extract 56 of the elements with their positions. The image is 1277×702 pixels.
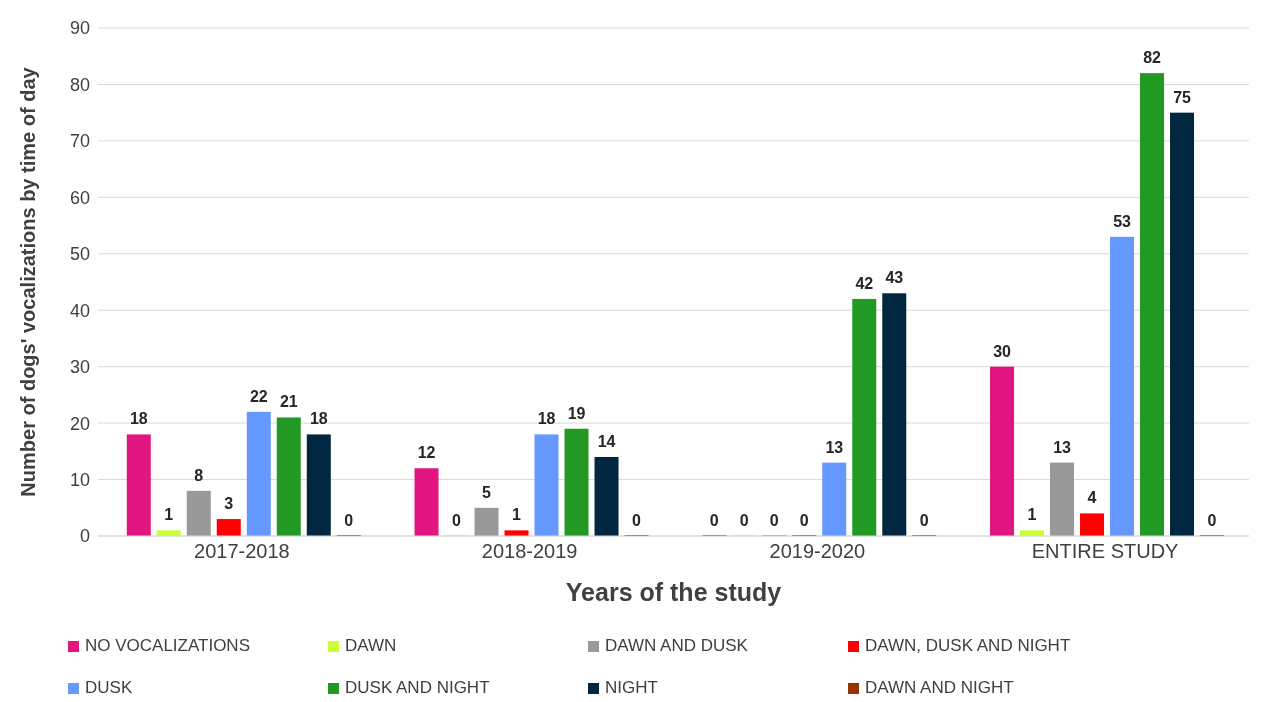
x-axis-title: Years of the study xyxy=(565,578,782,606)
data-label: 14 xyxy=(597,432,616,450)
data-label: 18 xyxy=(129,410,148,428)
x-tick-label: ENTIRE STUDY xyxy=(1031,540,1179,563)
data-label: 0 xyxy=(919,512,929,529)
y-tick-label: 20 xyxy=(69,413,90,434)
data-label: 0 xyxy=(799,512,809,529)
data-label: 18 xyxy=(309,410,328,428)
legend-label: NIGHT xyxy=(605,678,658,698)
y-tick-label: 10 xyxy=(69,469,90,490)
legend-label: DAWN AND DUSK xyxy=(605,636,748,656)
legend-label: NO VOCALIZATIONS xyxy=(85,636,250,656)
legend-label: DAWN AND NIGHT xyxy=(865,678,1014,698)
data-label: 3 xyxy=(224,495,234,513)
legend-label: DAWN xyxy=(345,636,397,656)
legend-label: DAWN, DUSK AND NIGHT xyxy=(865,636,1071,656)
data-label: 21 xyxy=(279,393,298,411)
data-label: 0 xyxy=(632,512,642,529)
y-tick-label: 40 xyxy=(69,300,90,321)
data-label: 22 xyxy=(249,387,268,405)
y-tick-label: 30 xyxy=(69,357,90,378)
y-tick-label: 80 xyxy=(69,74,90,95)
data-label: 13 xyxy=(1053,438,1072,456)
data-label: 0 xyxy=(344,512,354,529)
y-tick-label: 50 xyxy=(69,244,90,265)
x-tick-label: 2018-2019 xyxy=(481,540,578,563)
y-axis-title: Number of dogs' vocalizations by time of day xyxy=(17,66,40,497)
data-label: 8 xyxy=(194,466,204,484)
legend-label: DUSK AND NIGHT xyxy=(345,678,490,698)
data-label: 53 xyxy=(1113,212,1132,230)
data-label: 12 xyxy=(417,444,436,462)
data-label: 19 xyxy=(567,404,586,422)
data-label: 0 xyxy=(452,512,462,529)
y-tick-label: 60 xyxy=(69,187,90,208)
data-label: 43 xyxy=(885,269,904,287)
x-tick-label: 2017-2018 xyxy=(194,540,290,563)
y-tick-label: 90 xyxy=(69,18,90,39)
y-tick-label: 0 xyxy=(79,526,90,547)
data-label: 0 xyxy=(709,512,719,529)
data-label: 1 xyxy=(1027,506,1037,524)
data-label: 18 xyxy=(537,410,556,428)
data-label: 30 xyxy=(993,342,1012,360)
data-label: 0 xyxy=(739,512,749,529)
data-label: 1 xyxy=(512,506,522,524)
data-label: 1 xyxy=(164,506,174,524)
data-label: 5 xyxy=(482,483,492,501)
data-label: 75 xyxy=(1173,88,1192,106)
data-label: 82 xyxy=(1143,49,1162,67)
data-label: 0 xyxy=(1207,512,1217,529)
data-label: 13 xyxy=(825,438,844,456)
x-tick-label: 2019-2020 xyxy=(769,540,866,563)
data-label: 42 xyxy=(855,274,874,292)
data-label: 0 xyxy=(769,512,779,529)
legend-label: DUSK xyxy=(85,678,133,698)
y-tick-label: 70 xyxy=(69,131,90,152)
data-label: 4 xyxy=(1087,489,1097,507)
